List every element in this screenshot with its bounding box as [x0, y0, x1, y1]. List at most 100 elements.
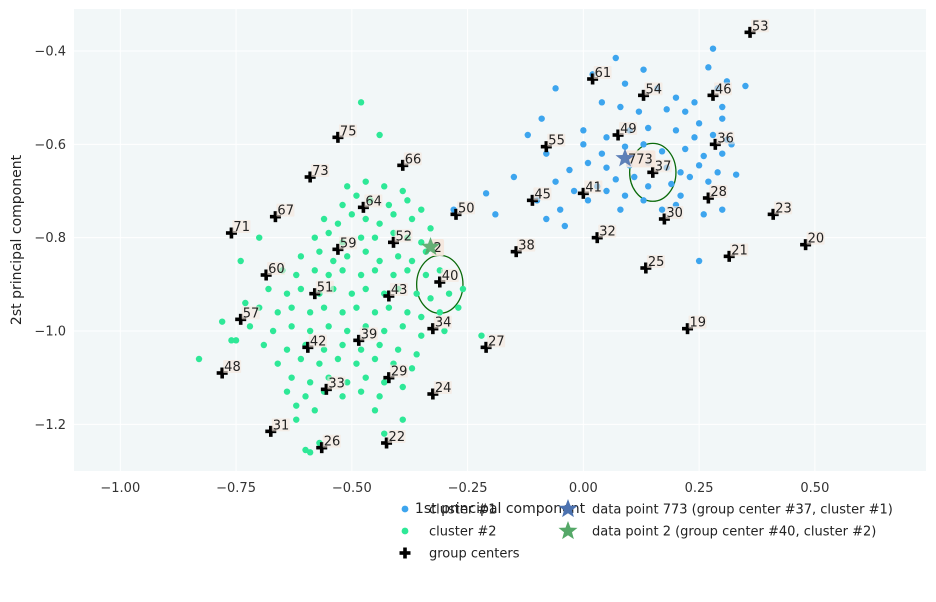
x-tick-label: −0.50 [332, 481, 372, 496]
plus-v [484, 341, 488, 353]
x-tick-label: 0.00 [569, 481, 598, 496]
cluster2-point [218, 318, 226, 325]
plus-v [706, 192, 711, 204]
plus-v [662, 213, 667, 225]
cluster2-point [381, 379, 388, 386]
plus-v [431, 388, 435, 400]
cluster1-point [644, 183, 652, 190]
cluster1-point [584, 159, 592, 167]
cluster1-point [621, 192, 629, 199]
legend-plus-marker [399, 547, 411, 559]
cluster1-point [705, 178, 712, 185]
cluster1-point [672, 127, 680, 134]
cluster2-point [283, 346, 291, 353]
group-center-marker [702, 192, 714, 204]
cluster2-point [348, 211, 356, 218]
group-center-marker [265, 425, 277, 437]
cluster2-point [357, 99, 365, 106]
y-tick-label: −0.8 [34, 231, 66, 246]
center-label-box [267, 262, 286, 275]
legend-star-marker [558, 499, 578, 518]
highlight-star [421, 237, 441, 256]
center-label-box [646, 255, 665, 268]
center-label-box [433, 381, 452, 394]
cluster2-point [413, 290, 420, 297]
group-center-marker [709, 138, 721, 150]
center-label: 39 [361, 327, 378, 342]
center-label-box [308, 334, 327, 348]
plus-v [616, 129, 620, 141]
cluster2-point [320, 346, 328, 353]
cluster2-point [288, 304, 295, 311]
group-center-marker [638, 89, 650, 101]
cluster2-point [427, 225, 434, 232]
center-label: 31 [273, 418, 290, 433]
cluster2-point [408, 365, 416, 372]
highlight-label: 773 [628, 152, 653, 167]
legend-label: cluster #2 [429, 525, 497, 540]
legend-dot-marker [401, 527, 409, 535]
center-label: 37 [655, 159, 672, 174]
cluster2-point [376, 257, 383, 265]
cluster1-point [719, 103, 726, 111]
center-label: 36 [717, 131, 734, 146]
highlight-circle [629, 142, 677, 202]
plus-v [590, 73, 595, 85]
center-label-box [584, 180, 603, 194]
group-center-marker [526, 194, 538, 206]
center-label-box [619, 122, 638, 135]
group-center-marker [450, 208, 462, 220]
center-label: 20 [808, 232, 825, 247]
x-tick-label: −0.75 [216, 481, 256, 496]
cluster2-point [399, 383, 406, 391]
cluster2-point [353, 360, 360, 367]
cluster2-point [195, 355, 203, 363]
group-center-marker [587, 73, 599, 85]
group-center-marker [612, 129, 624, 141]
cluster2-point [436, 309, 444, 316]
plus-v [581, 187, 586, 199]
cluster2-point [371, 355, 379, 363]
cluster2-point [306, 379, 314, 386]
cluster1-point [561, 222, 569, 230]
center-label-box [223, 360, 242, 373]
plus-v [391, 236, 396, 248]
cluster1-point [482, 190, 490, 197]
cluster2-point [302, 393, 309, 400]
center-label-box [730, 243, 749, 257]
cluster2-point [306, 309, 314, 316]
cluster1-point [742, 82, 749, 90]
cluster1-point [621, 80, 629, 87]
group-center-marker [381, 437, 393, 449]
cluster2-point [320, 304, 328, 311]
cluster2-point [274, 360, 281, 367]
center-label-box [751, 19, 770, 33]
center-label: 24 [435, 381, 452, 396]
group-center-marker [707, 89, 719, 101]
plot-area [74, 9, 926, 471]
cluster2-point [353, 192, 360, 199]
group-center-marker [577, 187, 589, 199]
cluster1-point [552, 178, 559, 185]
cluster2-point [353, 304, 360, 311]
cluster1-point [658, 148, 666, 155]
center-label-box [806, 231, 825, 245]
center-label-box [653, 159, 672, 173]
center-label-box [403, 152, 422, 166]
cluster2-point [357, 234, 365, 241]
cluster1-point [719, 115, 726, 122]
cluster1-point [695, 120, 703, 127]
cluster2-point [228, 337, 235, 344]
y-axis-title: 2st principal component [9, 154, 25, 325]
cluster2-point [371, 309, 379, 316]
cluster2-point [293, 416, 300, 423]
center-label-box [517, 238, 536, 252]
cluster1-point [682, 145, 689, 153]
group-center-marker [800, 239, 812, 251]
cluster1-point [677, 169, 684, 176]
cluster2-point [320, 215, 328, 223]
center-label-box [389, 364, 408, 378]
legend-label: data point 2 (group center #40, cluster … [592, 525, 876, 540]
center-label: 28 [710, 185, 727, 200]
